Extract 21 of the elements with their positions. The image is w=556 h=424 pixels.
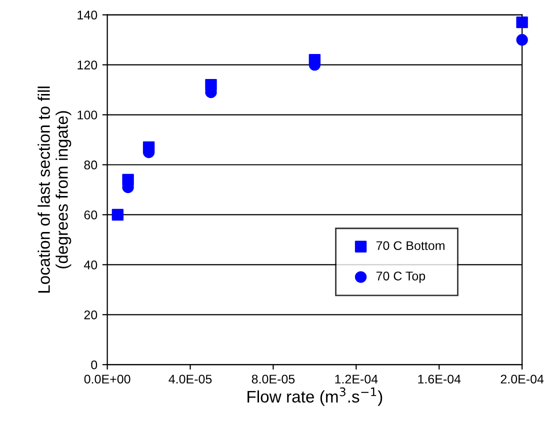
y-tick-label: 40 xyxy=(84,260,98,270)
point xyxy=(516,34,528,46)
x-tick-label: 0.0E+00 xyxy=(84,374,130,384)
y-tick-label: 20 xyxy=(84,310,98,320)
x-tick-label: 1.6E-04 xyxy=(418,374,461,384)
y-tick-label: 60 xyxy=(84,210,98,220)
x-tick-label: 8.0E-05 xyxy=(252,374,295,384)
y-tick-label: 120 xyxy=(78,60,98,70)
y-axis-title: Location of last section to fill (degrees from ingate) xyxy=(38,86,72,293)
point xyxy=(516,16,528,28)
legend-label: 70 C Bottom xyxy=(376,241,444,250)
y-tick-label: 80 xyxy=(84,160,98,170)
x-tick-label: 4.0E-05 xyxy=(168,374,212,384)
x-tick-label: 2.0E-04 xyxy=(500,374,544,384)
y-tick-label: 100 xyxy=(78,110,98,120)
y-tick-label: 0 xyxy=(91,360,98,370)
point xyxy=(112,208,124,221)
y-tick-label: 140 xyxy=(78,10,98,20)
x-tick-label: 1.2E-04 xyxy=(335,374,378,384)
x-axis-title: Flow rate (m$^{3}$.s$^{−1}$) xyxy=(248,387,382,406)
legend-label: 70 C Top xyxy=(376,272,426,283)
